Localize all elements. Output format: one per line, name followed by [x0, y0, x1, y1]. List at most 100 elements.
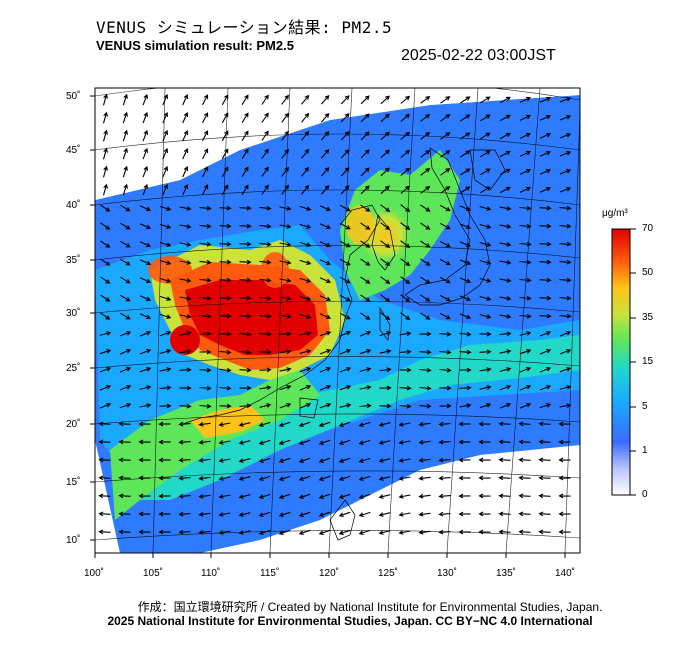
wind-arrow [301, 166, 310, 177]
wind-arrow [478, 493, 491, 499]
lon-label: 125˚ [378, 567, 398, 579]
wind-arrow [221, 130, 229, 142]
wind-arrow [159, 205, 172, 211]
wind-arrow [358, 457, 371, 463]
wind-arrow [478, 457, 491, 463]
wind-arrow [319, 295, 332, 302]
wind-arrow [122, 165, 128, 178]
wind-arrow [558, 439, 571, 445]
wind-arrow [139, 385, 152, 390]
wind-arrow [299, 241, 312, 247]
wind-arrow [538, 439, 551, 445]
wind-arrow [459, 313, 472, 320]
wind-arrow [159, 295, 172, 301]
wind-arrow [498, 511, 511, 517]
wind-arrow [380, 312, 391, 320]
wind-arrow [379, 403, 392, 409]
wind-arrow [538, 529, 551, 535]
wind-arrow [299, 349, 312, 354]
wind-arrow [379, 385, 392, 391]
wind-arrow [138, 439, 151, 445]
wind-arrow [219, 223, 232, 229]
wind-arrow [420, 168, 431, 176]
wind-arrow [100, 312, 111, 320]
wind-arrow [440, 168, 451, 176]
wind-arrow [241, 148, 249, 159]
lon-label: 115˚ [260, 567, 279, 579]
wind-arrow [479, 313, 492, 319]
wind-arrow [320, 149, 330, 159]
wind-arrow [459, 205, 472, 212]
wind-arrow [258, 529, 271, 535]
wind-arrow [499, 114, 511, 122]
wind-arrow [499, 96, 511, 104]
wind-arrow [519, 366, 532, 373]
wind-arrow [202, 148, 209, 160]
wind-arrow [538, 475, 551, 481]
wind-arrow [182, 165, 189, 178]
wind-arrow [359, 330, 372, 337]
wind-arrow [98, 439, 111, 445]
wind-arrow [539, 366, 552, 373]
wind-arrow [400, 312, 411, 320]
wind-arrow [359, 348, 372, 355]
wind-arrow [519, 96, 532, 103]
wind-arrow [301, 130, 310, 141]
wind-arrow [259, 295, 272, 301]
wind-arrow [239, 403, 252, 409]
wind-arrow [398, 494, 411, 499]
wind-arrow [360, 294, 371, 302]
wind-arrow [420, 186, 431, 194]
wind-arrow [199, 277, 212, 283]
wind-arrow [159, 223, 172, 229]
wind-arrow [358, 421, 371, 427]
wind-arrow [299, 223, 312, 229]
wind-arrow [400, 240, 411, 248]
wind-arrow [439, 294, 451, 302]
wind-arrow [559, 114, 572, 121]
wind-arrow [459, 223, 472, 230]
wind-arrow [559, 205, 572, 211]
wind-arrow [301, 148, 310, 159]
wind-arrow [138, 529, 151, 535]
wind-arrow [499, 223, 512, 229]
wind-arrow [559, 132, 572, 139]
wind-arrow [139, 403, 152, 408]
wind-arrow [339, 403, 352, 408]
wind-arrow [378, 476, 391, 481]
wind-arrow [400, 131, 411, 140]
wind-arrow [142, 129, 149, 142]
wind-arrow [142, 93, 149, 106]
wind-arrow [178, 421, 191, 427]
wind-arrow [319, 205, 332, 212]
wind-arrow [139, 330, 152, 337]
wind-arrow [559, 385, 572, 390]
wind-arrow [320, 131, 330, 141]
wind-arrow [159, 241, 172, 247]
wind-arrow [198, 493, 211, 499]
wind-arrow [299, 366, 312, 373]
wind-arrow [480, 168, 491, 176]
wind-arrow [459, 349, 472, 355]
wind-arrow [182, 129, 189, 142]
wind-arrow [221, 166, 229, 178]
wind-arrow [458, 475, 471, 481]
wind-arrow [199, 367, 212, 373]
wind-arrow [479, 403, 492, 409]
wind-arrow [281, 130, 289, 141]
wind-arrow [259, 331, 272, 337]
wind-arrow [479, 259, 492, 265]
wind-arrow [539, 295, 552, 301]
wind-arrow [518, 511, 531, 517]
wind-arrow [360, 95, 370, 105]
wind-arrow [360, 131, 370, 141]
wind-arrow [238, 440, 251, 445]
lat-label: 40˚ [66, 199, 80, 211]
wind-arrow [99, 384, 112, 391]
wind-arrow [380, 167, 390, 177]
wind-arrow [219, 205, 232, 211]
wind-arrow [378, 494, 391, 499]
wind-arrow [118, 511, 131, 517]
wind-arrow [519, 313, 532, 319]
wind-arrow [218, 458, 231, 463]
